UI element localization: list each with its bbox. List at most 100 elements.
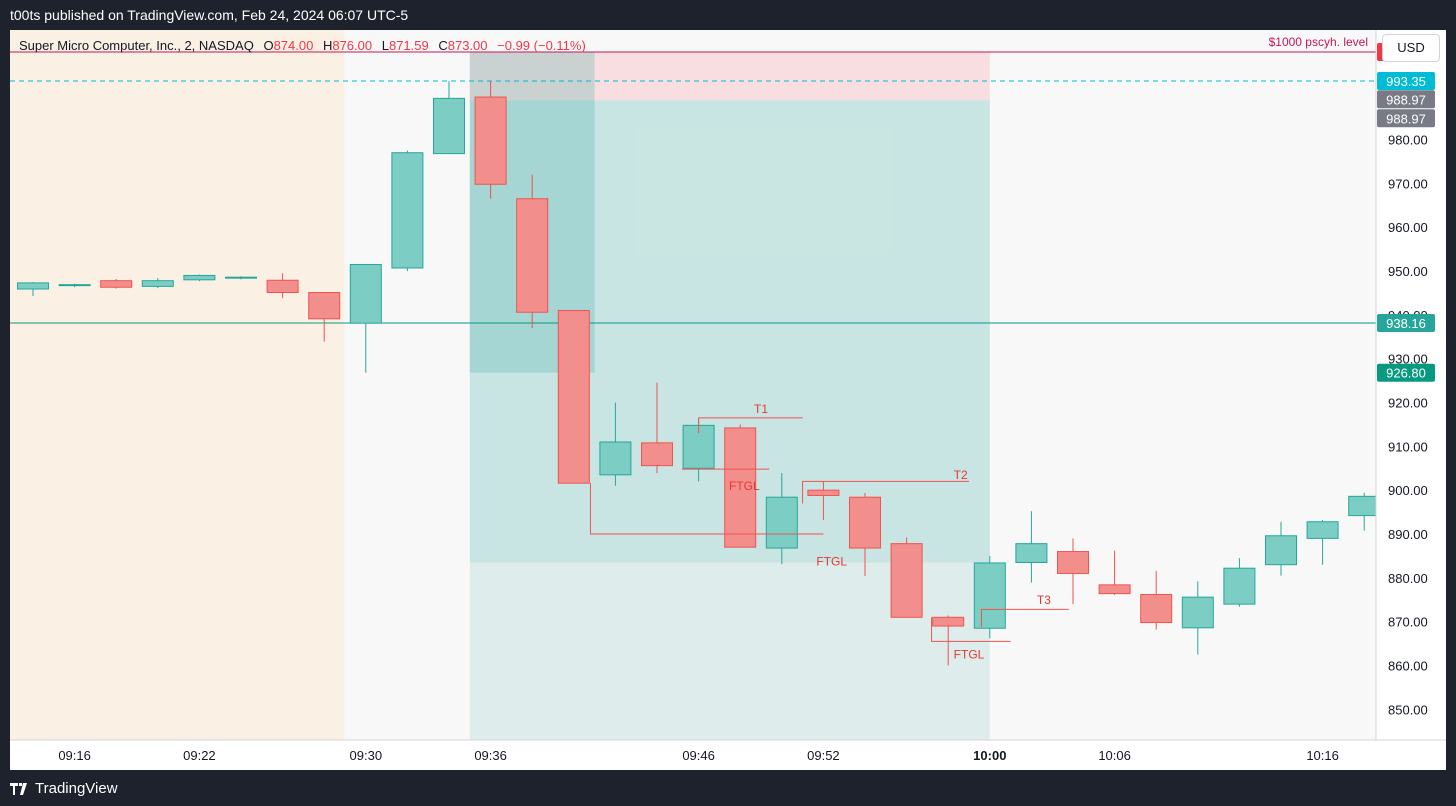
price-badge-2 [1377, 90, 1435, 109]
close-label: C [438, 38, 448, 53]
time-axis [10, 740, 1446, 770]
price-badge-3 [1377, 109, 1435, 128]
close-value: 873.00 [447, 38, 488, 53]
chart-frame: $1000 pscyh. level T1 T2 T3 FTGL FTGL FTGL 850.… [10, 30, 1446, 770]
y-tick-900: 900.00 [1388, 483, 1428, 498]
price-badge-1 [1377, 72, 1435, 91]
high-value: 876.00 [332, 38, 373, 53]
candle-body-32 [1348, 495, 1381, 517]
y-tick-980: 980.00 [1388, 133, 1428, 148]
candle-body-7 [308, 292, 341, 320]
brand-name: TradingView [35, 780, 118, 797]
annotation-line-5 [931, 617, 1011, 642]
annotation-label-2: T3 [1037, 593, 1051, 607]
candle-body-21 [890, 543, 923, 618]
price-axis [1376, 30, 1446, 770]
candle-body-18 [765, 496, 798, 549]
x-tick-09:30: 09:30 [350, 748, 383, 763]
candle-body-22 [932, 616, 965, 627]
candle-body-5 [225, 276, 257, 279]
y-tick-920: 920.00 [1388, 396, 1428, 411]
annotation-label-1: T2 [954, 468, 968, 482]
candle-body-12 [516, 198, 549, 313]
premarket-session-shade [10, 30, 345, 740]
x-tick-09:16: 09:16 [58, 748, 91, 763]
tradingview-logo-icon [10, 782, 27, 795]
y-tick-910: 910.00 [1388, 439, 1428, 454]
candle-body-26 [1098, 584, 1131, 595]
low-value: 871.59 [388, 38, 429, 53]
low-label: L [381, 38, 389, 53]
candle-body-19 [807, 489, 840, 496]
y-tick-870: 870.00 [1388, 615, 1428, 630]
annotation-label-4: FTGL [816, 555, 847, 569]
candle-body-8 [349, 263, 382, 324]
x-tick-10:06: 10:06 [1098, 748, 1131, 763]
open-value: 874.00 [273, 38, 314, 53]
price-badge-5 [1377, 363, 1435, 382]
y-tick-880: 880.00 [1388, 571, 1428, 586]
footer: TradingView [0, 770, 1456, 806]
price-badge-text-2: 988.97 [1386, 92, 1426, 107]
price-badge-text-4: 938.16 [1386, 316, 1426, 331]
annotation-line-6 [589, 483, 824, 535]
y-tick-960: 960.00 [1388, 220, 1428, 235]
candle-body-24 [1015, 543, 1048, 563]
price-badge-4 [1377, 313, 1435, 332]
x-tick-09:22: 09:22 [183, 748, 216, 763]
candle-body-30 [1265, 535, 1297, 566]
candle-body-0 [17, 282, 49, 290]
symbol-legend: Super Micro Computer, Inc., 2, NASDAQ O8… [19, 38, 586, 53]
candle-body-28 [1181, 596, 1214, 629]
candle-body-13 [557, 309, 590, 484]
price-badge-text-3: 988.97 [1386, 111, 1426, 126]
x-tick-09:52: 09:52 [807, 748, 840, 763]
y-tick-930: 930.00 [1388, 352, 1428, 367]
x-tick-10:16: 10:16 [1306, 748, 1339, 763]
price-badge-text-5: 926.80 [1386, 366, 1426, 381]
candle-body-15 [641, 442, 673, 467]
y-tick-860: 860.00 [1388, 658, 1428, 673]
x-tick-09:36: 09:36 [474, 748, 507, 763]
y-tick-850: 850.00 [1388, 702, 1428, 717]
candle-body-20 [849, 496, 881, 549]
annotation-label-5: FTGL [954, 648, 985, 662]
high-label: H [322, 38, 333, 53]
tradingview-brand[interactable]: TradingView [10, 780, 118, 797]
annotation-line-1 [802, 480, 969, 504]
candle-body-4 [183, 274, 216, 281]
candle-body-3 [141, 280, 174, 287]
x-tick-09:46: 09:46 [682, 748, 715, 763]
annotation-label-3: FTGL [729, 479, 760, 493]
change-value: −0.99 (−0.11%) [497, 38, 586, 53]
zone-stop [469, 51, 990, 101]
open-label: O [263, 38, 274, 53]
level-label-0: $1000 pscyh. level [1269, 35, 1368, 49]
candle-body-10 [433, 97, 465, 155]
y-tick-890: 890.00 [1388, 527, 1428, 542]
candle-body-27 [1140, 593, 1173, 624]
candle-body-2 [100, 280, 133, 288]
candle-body-11 [474, 96, 507, 185]
symbol-title: Super Micro Computer, Inc., 2, NASDAQ [19, 38, 254, 53]
candle-body-17 [724, 427, 757, 548]
candle-body-23 [973, 562, 1006, 629]
publish-header: t00ts published on TradingView.com, Feb … [0, 0, 1456, 30]
candlestick-chart[interactable]: $1000 pscyh. level T1 T2 T3 FTGL FTGL FTGL 850.… [10, 30, 1446, 770]
annotation-line-2 [980, 608, 1069, 627]
candle-body-25 [1057, 551, 1089, 574]
candle-body-9 [391, 152, 424, 269]
candle-body-1 [58, 284, 91, 287]
annotation-label-0: T1 [754, 402, 768, 416]
candle-body-31 [1306, 521, 1339, 539]
publish-info: t00ts published on TradingView.com, Feb … [10, 7, 409, 23]
currency-button[interactable]: USD [1382, 34, 1440, 62]
y-tick-950: 950.00 [1388, 264, 1428, 279]
x-tick-10:00: 10:00 [973, 748, 1006, 763]
y-tick-970: 970.00 [1388, 176, 1428, 191]
price-badge-text-1: 993.35 [1386, 74, 1426, 89]
candle-body-6 [266, 279, 299, 294]
candle-body-29 [1223, 567, 1256, 605]
candle-body-14 [599, 441, 632, 476]
annotation-line-0 [698, 417, 803, 434]
